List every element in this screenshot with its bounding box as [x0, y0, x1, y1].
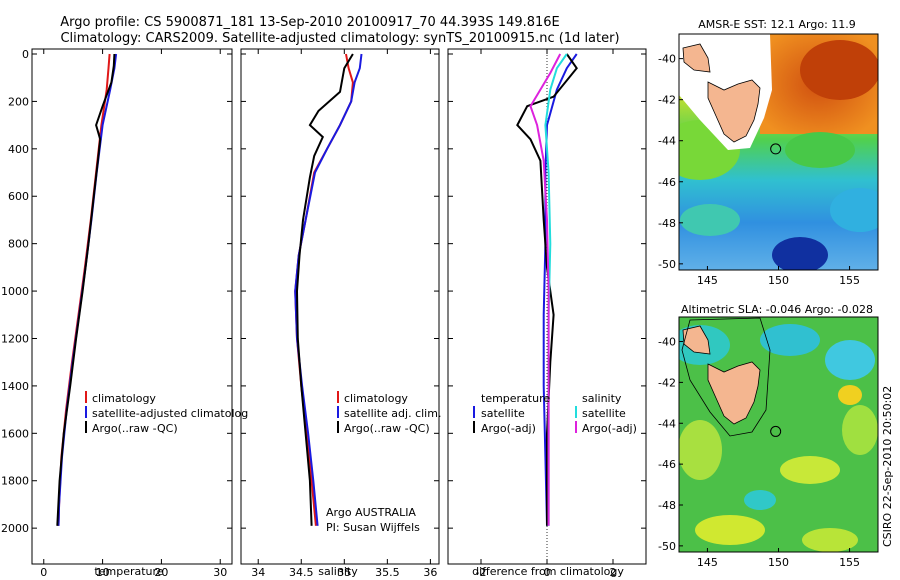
sla-map-image: [679, 317, 878, 552]
y-tick-label: 2000: [1, 522, 29, 535]
salinity-xlabel: salinity: [318, 565, 358, 578]
y-tick-label: 1200: [1, 332, 29, 345]
tasmania-shape: [707, 361, 761, 425]
figure-title-line2: Climatology: CARS2009. Satellite-adjuste…: [60, 31, 619, 46]
y-tick-label: 800: [8, 238, 29, 251]
x-tick-label: 10: [96, 566, 110, 579]
map-y-tick-label: -44: [658, 417, 676, 430]
salinity-axes-frame: [240, 48, 440, 565]
legend-label-climatology: climatology: [92, 392, 156, 405]
series-line: [295, 53, 354, 526]
temperature-axes-frame: [31, 48, 233, 565]
legend-label-argo: Argo(..raw -QC): [344, 422, 430, 435]
x-tick-label: 2: [610, 566, 617, 579]
map-y-tick-label: -42: [658, 376, 676, 389]
sla-argo-position-marker: [770, 425, 782, 437]
legend-label-sal-argo: Argo(-adj): [582, 422, 637, 435]
map-y-tick-label: -50: [658, 540, 676, 553]
y-tick-label: 1600: [1, 427, 29, 440]
sst-map-ticks: 145 150 155 -40 -42 -44 -46 -48 -50: [658, 53, 860, 287]
sst-argo-position-marker: [770, 143, 782, 155]
legend-label-sal-satellite: satellite: [582, 407, 626, 420]
y-tick-label: 600: [8, 190, 29, 203]
x-tick-label: 34: [251, 566, 265, 579]
tasmania-shape: [707, 79, 761, 143]
difference-plot: -2 0 2: [448, 49, 646, 579]
sla-map-title: Altimetric SLA: -0.046 Argo: -0.028: [681, 303, 873, 316]
y-tick-label: 400: [8, 143, 29, 156]
pi-label: PI: Susan Wijffels: [326, 521, 420, 534]
legend-label-argo: Argo(..raw -QC): [92, 422, 178, 435]
map-y-tick-label: -40: [658, 336, 676, 349]
temperature-legend: climatology satellite-adjusted climatolo…: [85, 391, 248, 435]
map-x-tick-label: 155: [839, 556, 860, 569]
map-y-tick-label: -44: [658, 135, 676, 148]
program-label: Argo AUSTRALIA: [326, 506, 416, 519]
series-line: [294, 53, 354, 526]
x-tick-label: 0: [40, 566, 47, 579]
series-line: [56, 53, 116, 526]
difference-legend: temperature salinity satellite Argo(-adj…: [473, 392, 637, 435]
x-tick-label: 34.5: [289, 566, 314, 579]
y-tick-label: 1800: [1, 475, 29, 488]
map-x-tick-label: 145: [697, 556, 718, 569]
y-tick-label: 200: [8, 95, 29, 108]
series-line: [294, 53, 363, 526]
mainland-shape: [682, 43, 711, 73]
series-line: [516, 53, 578, 526]
temperature-xlabel: temperature: [94, 565, 163, 578]
x-tick-label: 20: [154, 566, 168, 579]
legend-label-temp-satellite: satellite: [481, 407, 525, 420]
legend-label-temp-argo: Argo(-adj): [481, 422, 536, 435]
x-tick-label: 30: [213, 566, 227, 579]
map-y-tick-label: -46: [658, 458, 676, 471]
y-tick-label: 0: [22, 48, 29, 61]
map-y-tick-label: -50: [658, 258, 676, 271]
temperature-plot: 0 10 20 30 0 200 400 600 800 1000 1200 1400 1600 1800…: [1, 48, 232, 579]
sla-map-ticks: 145 150 155 -40 -42 -44 -46 -48 -50: [658, 336, 860, 569]
difference-xlabel: difference from climatology: [472, 565, 624, 578]
x-tick-label: 36: [423, 566, 437, 579]
series-line: [529, 53, 562, 526]
x-tick-label: 35: [337, 566, 351, 579]
legend-label-climatology: climatology: [344, 392, 408, 405]
x-tick-label: 35.5: [375, 566, 400, 579]
y-tick-label: 1000: [1, 285, 29, 298]
sst-map-image: [679, 34, 878, 270]
map-y-tick-label: -48: [658, 499, 676, 512]
map-y-tick-label: -46: [658, 176, 676, 189]
legend-label-satellite: satellite adj. clim.: [344, 407, 441, 420]
legend-title-temperature: temperature: [481, 392, 550, 405]
map-x-tick-label: 145: [697, 274, 718, 287]
map-y-tick-label: -42: [658, 94, 676, 107]
x-tick-label: -2: [476, 566, 487, 579]
sla-depth-contour: [681, 317, 771, 437]
sst-map-title: AMSR-E SST: 12.1 Argo: 11.9: [698, 18, 856, 31]
map-y-tick-label: -48: [658, 217, 676, 230]
salinity-legend: climatology satellite adj. clim. Argo(..…: [337, 391, 441, 435]
legend-label-satellite: satellite-adjusted climatolog: [92, 407, 248, 420]
map-y-tick-label: -40: [658, 53, 676, 66]
legend-title-salinity: salinity: [582, 392, 622, 405]
x-tick-label: 0: [544, 566, 551, 579]
map-x-tick-label: 155: [839, 274, 860, 287]
credit-footer: CSIRO 22-Sep-2010 20:50:02: [881, 386, 894, 547]
y-tick-label: 1400: [1, 380, 29, 393]
map-x-tick-label: 150: [768, 556, 789, 569]
series-line: [57, 53, 118, 526]
salinity-plot: 34 34.5 35 35.5 36: [241, 49, 439, 579]
figure-title-line1: Argo profile: CS 5900871_181 13-Sep-2010…: [60, 15, 560, 30]
map-x-tick-label: 150: [768, 274, 789, 287]
